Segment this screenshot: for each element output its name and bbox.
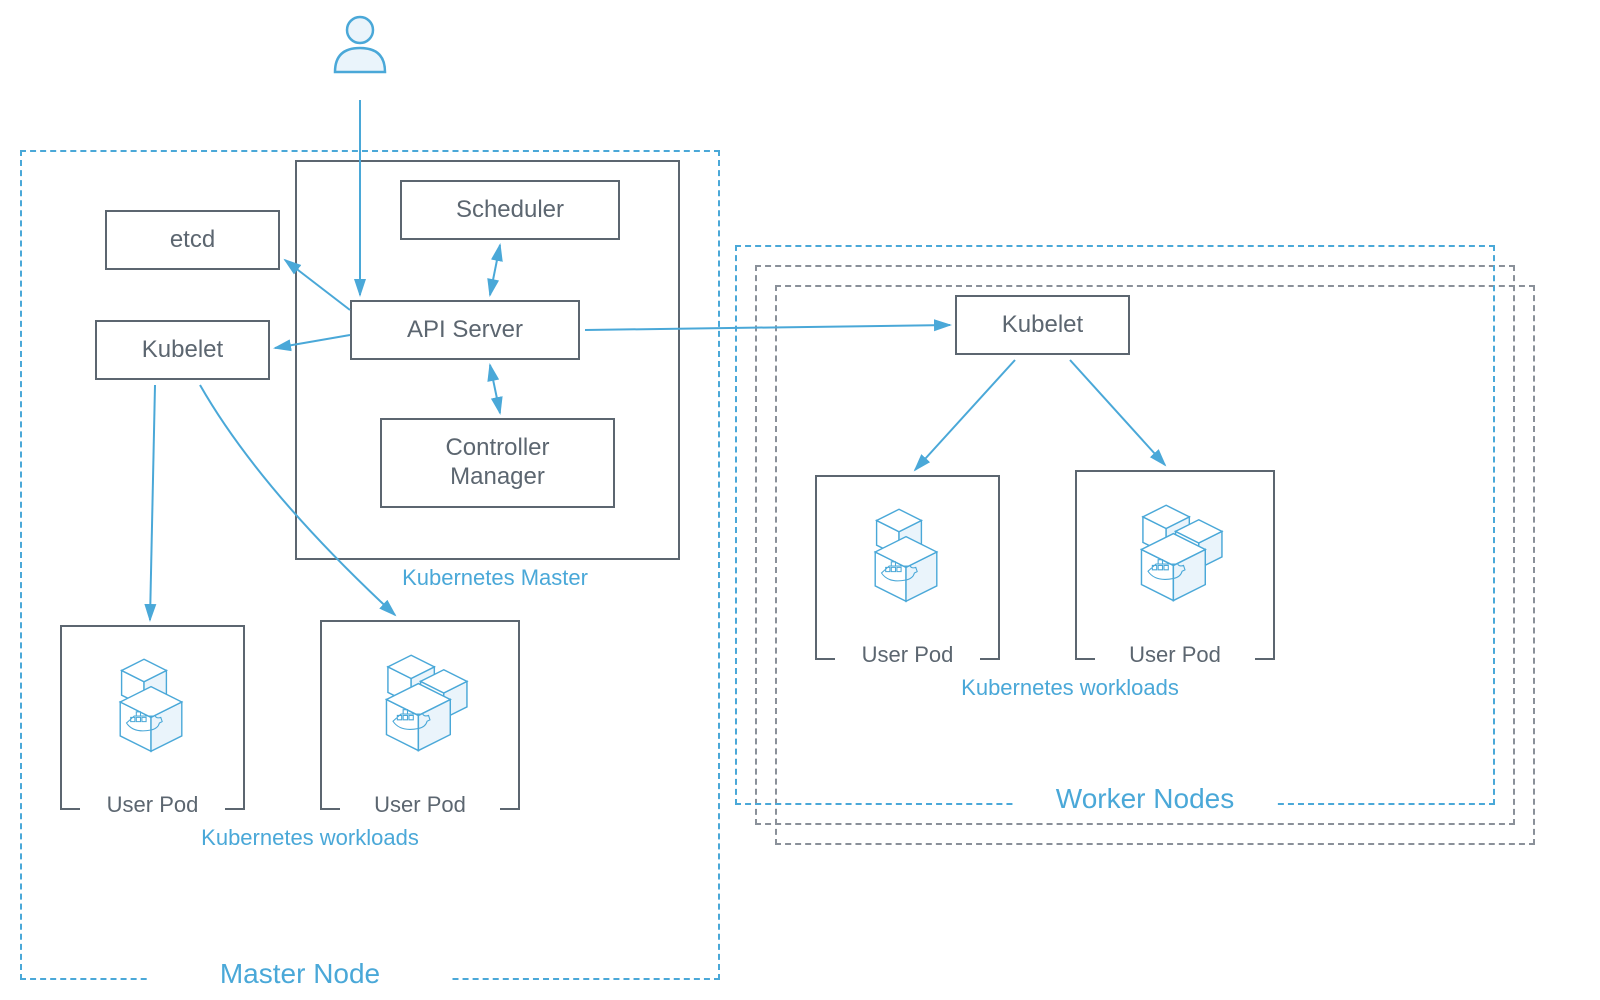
user-icon	[325, 10, 395, 80]
pod-w2-label: User Pod	[1095, 642, 1255, 668]
pod-m2-label: User Pod	[340, 792, 500, 818]
k8s-master-label: Kubernetes Master	[355, 565, 635, 591]
controller_manager-node: Controller Manager	[380, 418, 615, 508]
api_server-node: API Server	[350, 300, 580, 360]
kubelet_worker-node: Kubelet	[955, 295, 1130, 355]
kubelet_master-node: Kubelet	[95, 320, 270, 380]
worker-nodes-label: Worker Nodes	[1015, 783, 1275, 815]
pod-w1-label: User Pod	[835, 642, 980, 668]
etcd-node: etcd	[105, 210, 280, 270]
pod-m2	[320, 620, 520, 810]
master-node-label: Master Node	[150, 958, 450, 990]
pod-m1-label: User Pod	[80, 792, 225, 818]
pod-m1	[60, 625, 245, 810]
scheduler-node: Scheduler	[400, 180, 620, 240]
pod-w2	[1075, 470, 1275, 660]
pod-w1	[815, 475, 1000, 660]
diagram-canvas: Master Node Worker Nodes Kubernetes Master…	[0, 0, 1600, 1000]
workloads_worker-label: Kubernetes workloads	[920, 675, 1220, 701]
workloads_master-label: Kubernetes workloads	[160, 825, 460, 851]
